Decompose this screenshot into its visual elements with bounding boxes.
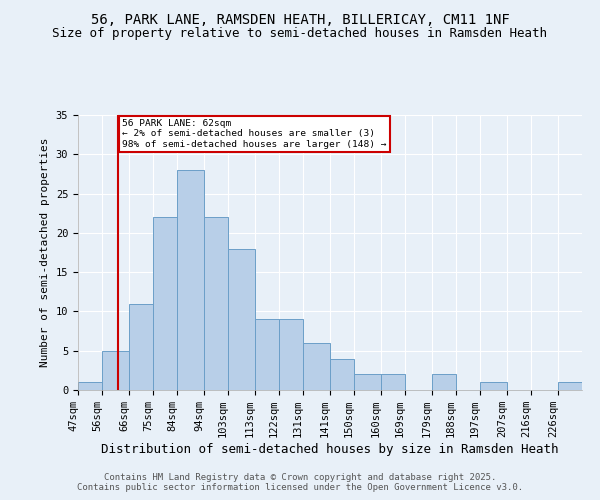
- Bar: [204, 217, 228, 390]
- Bar: [255, 320, 279, 390]
- Bar: [279, 320, 303, 390]
- Bar: [177, 170, 204, 390]
- Bar: [381, 374, 405, 390]
- Bar: [78, 382, 102, 390]
- Bar: [354, 374, 381, 390]
- Text: 56 PARK LANE: 62sqm
← 2% of semi-detached houses are smaller (3)
98% of semi-det: 56 PARK LANE: 62sqm ← 2% of semi-detache…: [122, 119, 387, 148]
- Bar: [303, 343, 330, 390]
- Bar: [129, 304, 153, 390]
- Bar: [102, 350, 129, 390]
- Bar: [228, 248, 255, 390]
- Bar: [153, 217, 177, 390]
- Bar: [432, 374, 456, 390]
- Bar: [330, 358, 354, 390]
- Bar: [558, 382, 582, 390]
- X-axis label: Distribution of semi-detached houses by size in Ramsden Heath: Distribution of semi-detached houses by …: [101, 443, 559, 456]
- Y-axis label: Number of semi-detached properties: Number of semi-detached properties: [40, 138, 50, 367]
- Bar: [480, 382, 507, 390]
- Text: Contains HM Land Registry data © Crown copyright and database right 2025.
Contai: Contains HM Land Registry data © Crown c…: [77, 473, 523, 492]
- Text: 56, PARK LANE, RAMSDEN HEATH, BILLERICAY, CM11 1NF: 56, PARK LANE, RAMSDEN HEATH, BILLERICAY…: [91, 12, 509, 26]
- Text: Size of property relative to semi-detached houses in Ramsden Heath: Size of property relative to semi-detach…: [53, 28, 548, 40]
